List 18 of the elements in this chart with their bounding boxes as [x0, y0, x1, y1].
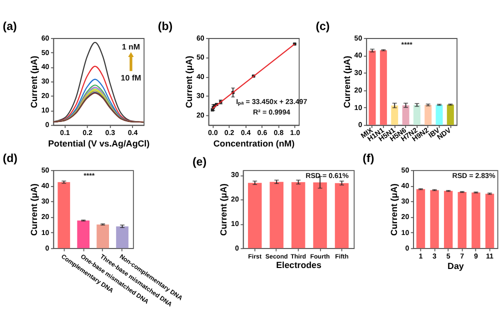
x-axis-title: Electrodes [276, 260, 322, 270]
chart-title: (a) [2, 21, 17, 34]
annotation: 10 fM [120, 74, 142, 83]
chart-title: (f) [362, 153, 374, 166]
x-axis-title: Concentration (nM) [213, 138, 295, 149]
chart-title: (e) [192, 156, 207, 169]
y-axis-title: Current (μA) [388, 183, 399, 236]
chart-title: (d) [2, 153, 18, 166]
y-axis-title: Current (μA) [28, 183, 39, 236]
y-axis-title: Current (μA) [28, 56, 39, 108]
y-axis-title: Current (μA) [184, 56, 194, 108]
x-axis-title: Day [448, 260, 464, 271]
x-axis-title: Potential (V vs.Ag/AgCl) [48, 138, 150, 149]
y-axis-title: Current (μA) [342, 56, 352, 108]
chart-title: (c) [316, 21, 330, 34]
chart-title: (b) [158, 21, 173, 34]
annotation: 1 nM [122, 42, 140, 52]
y-axis-title: Current (μA) [218, 183, 229, 236]
